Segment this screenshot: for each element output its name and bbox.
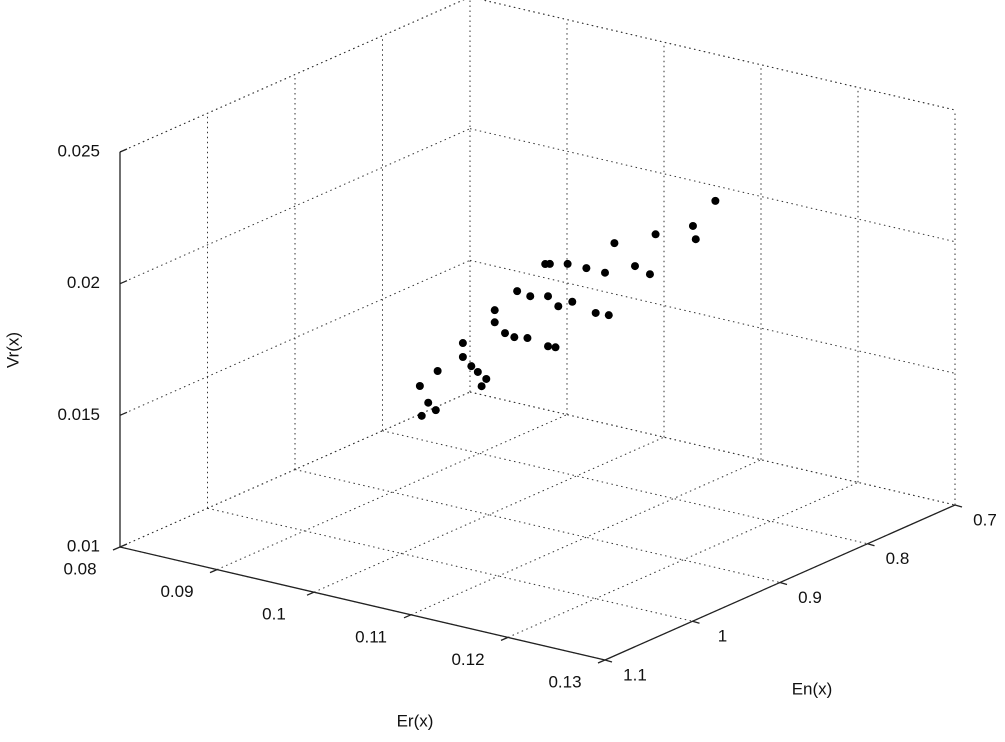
tick-mark bbox=[597, 659, 606, 664]
point bbox=[510, 333, 519, 342]
y-axis-label: En(x) bbox=[792, 679, 833, 698]
grid-line bbox=[119, 259, 471, 416]
grid-line bbox=[382, 430, 868, 545]
tick-mark bbox=[779, 581, 788, 586]
point bbox=[551, 343, 560, 352]
grid-line bbox=[469, 391, 956, 506]
point bbox=[501, 329, 510, 338]
tick-mark bbox=[306, 591, 315, 596]
point bbox=[568, 297, 577, 306]
point bbox=[526, 292, 535, 301]
point bbox=[563, 259, 572, 268]
grid-line bbox=[480, 0, 956, 111]
tick-mark bbox=[119, 411, 128, 416]
z-tick-label: 0.025 bbox=[57, 141, 100, 160]
x-tick-label: 0.12 bbox=[451, 650, 484, 669]
point bbox=[523, 334, 532, 343]
point bbox=[490, 318, 499, 327]
point bbox=[601, 268, 609, 277]
x-tick-label: 0.1 bbox=[262, 605, 286, 624]
grid-line bbox=[410, 459, 762, 616]
tick-mark bbox=[119, 543, 128, 548]
z-tick-label: 0.015 bbox=[57, 405, 100, 424]
point bbox=[417, 411, 426, 420]
y-tick-label: 1.1 bbox=[623, 665, 647, 684]
point bbox=[691, 235, 700, 244]
point bbox=[477, 382, 486, 391]
axis-line bbox=[119, 546, 606, 661]
point bbox=[645, 270, 654, 279]
point bbox=[651, 230, 660, 239]
tick-mark bbox=[954, 504, 963, 508]
grid-line bbox=[313, 436, 665, 593]
grid-line bbox=[294, 469, 781, 583]
grid-line bbox=[469, 259, 956, 374]
point bbox=[582, 264, 591, 273]
z-axis-label: Vr(x) bbox=[3, 332, 22, 368]
tick-mark bbox=[500, 636, 509, 641]
tick-mark bbox=[403, 614, 412, 619]
grid-line bbox=[216, 414, 568, 571]
y-tick-label: 1 bbox=[718, 627, 727, 646]
x-tick-label: 0.11 bbox=[355, 627, 387, 646]
x-tick-label: 0.13 bbox=[548, 672, 581, 691]
point bbox=[688, 221, 697, 230]
grid-line bbox=[469, 128, 956, 243]
tick-mark bbox=[119, 148, 128, 153]
grid-line bbox=[507, 481, 859, 638]
tick-mark bbox=[112, 546, 121, 551]
point bbox=[630, 262, 639, 271]
point bbox=[490, 306, 499, 315]
point bbox=[431, 406, 440, 415]
point bbox=[458, 339, 467, 348]
z-tick-label: 0.01 bbox=[67, 536, 100, 555]
z-tick-label: 0.02 bbox=[67, 273, 100, 292]
point bbox=[554, 302, 563, 311]
tick-mark bbox=[867, 543, 875, 547]
grid-line bbox=[469, 391, 956, 506]
x-tick-label: 0.08 bbox=[63, 559, 96, 578]
tick-mark bbox=[119, 280, 128, 285]
point bbox=[424, 398, 433, 407]
x-tick-label: 0.09 bbox=[160, 582, 193, 601]
grid-line bbox=[119, 0, 465, 153]
point bbox=[467, 362, 476, 371]
point bbox=[433, 366, 442, 375]
point bbox=[545, 259, 554, 268]
tick-mark bbox=[209, 569, 218, 574]
point bbox=[711, 196, 720, 205]
grid-line bbox=[119, 391, 471, 548]
y-tick-label: 0.7 bbox=[973, 510, 997, 529]
point bbox=[473, 367, 482, 376]
point bbox=[544, 292, 553, 301]
grid-line bbox=[119, 128, 471, 285]
point bbox=[458, 352, 467, 361]
point bbox=[604, 311, 613, 320]
y-tick-label: 0.8 bbox=[886, 549, 910, 568]
y-tick-label: 0.9 bbox=[798, 588, 822, 607]
point bbox=[482, 374, 491, 383]
point bbox=[544, 342, 553, 351]
tick-mark bbox=[692, 620, 700, 624]
box-edge bbox=[480, 0, 956, 111]
point bbox=[610, 239, 619, 248]
tick-mark bbox=[604, 659, 613, 663]
point bbox=[513, 287, 522, 296]
point bbox=[415, 381, 424, 390]
x-axis-label: Er(x) bbox=[397, 711, 434, 730]
point bbox=[591, 308, 600, 317]
